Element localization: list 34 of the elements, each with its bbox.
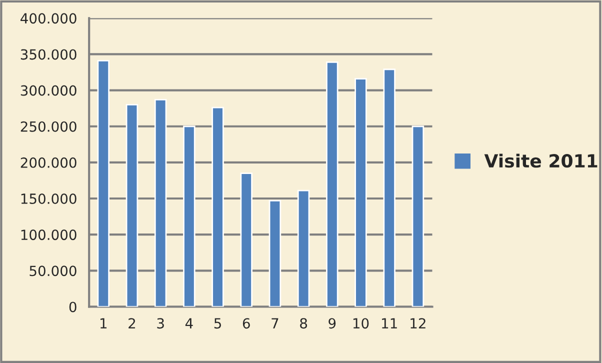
bar [183, 126, 196, 307]
y-tick-label: 200.000 [20, 157, 76, 168]
x-tick-label: 2 [128, 318, 136, 328]
x-tick-label: 1 [100, 318, 107, 328]
bar [268, 200, 282, 307]
legend-label: Visite 2011 [484, 154, 598, 168]
x-tick-label: 5 [214, 318, 221, 329]
y-tick-label: 250.000 [20, 121, 76, 132]
bar [212, 106, 224, 307]
x-tick-label: 10 [353, 318, 369, 329]
x-tick-label: 3 [157, 318, 164, 329]
y-tick-label: 50.000 [30, 266, 76, 276]
bar [354, 78, 367, 307]
y-tick-label: 150.000 [21, 193, 76, 204]
bar [326, 61, 338, 307]
bar [297, 190, 310, 307]
y-tick-label: 0 [69, 302, 76, 312]
x-tick-label: 4 [185, 318, 193, 328]
bar [126, 104, 138, 307]
y-tick-label: 400.000 [20, 13, 76, 24]
bar [412, 126, 424, 307]
x-tick-label: 6 [242, 318, 250, 329]
bar [154, 98, 167, 307]
y-tick-label: 300.000 [20, 85, 76, 96]
bar [97, 60, 110, 307]
bar [240, 172, 252, 307]
bar [383, 68, 396, 307]
x-tick-label: 11 [382, 318, 397, 328]
x-tick-label: 9 [328, 318, 336, 329]
x-tick-label: 7 [272, 318, 278, 328]
y-tick-label: 100.000 [21, 230, 76, 240]
y-tick-label: 350.000 [20, 49, 76, 60]
x-tick-label: 12 [410, 318, 426, 328]
x-tick-label: 8 [300, 318, 308, 329]
